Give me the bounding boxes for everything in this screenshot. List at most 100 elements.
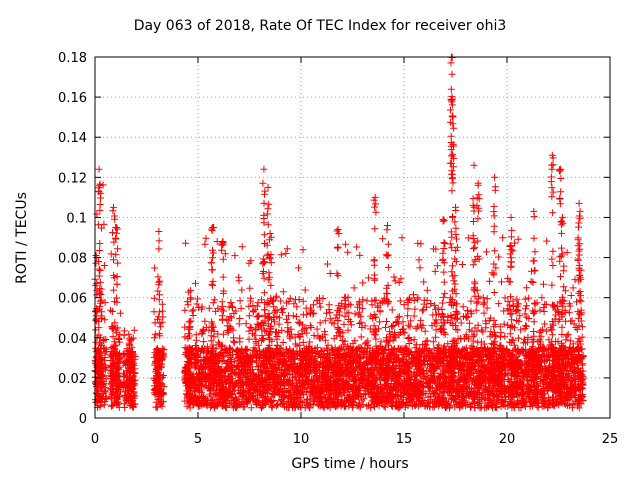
data-point <box>433 401 441 408</box>
data-point <box>395 331 403 339</box>
data-point <box>512 380 520 388</box>
data-point <box>128 335 136 343</box>
data-point <box>534 403 542 411</box>
data-point <box>231 252 239 260</box>
data-point <box>191 364 199 372</box>
data-point <box>282 250 290 257</box>
data-point <box>467 310 475 318</box>
data-point <box>412 341 420 349</box>
data-point <box>277 381 285 389</box>
data-point <box>320 403 328 411</box>
data-point <box>189 306 197 314</box>
data-point <box>154 315 161 323</box>
data-point <box>298 379 306 387</box>
data-point <box>321 317 329 325</box>
data-point <box>301 286 309 294</box>
data-point <box>101 316 109 324</box>
data-point <box>386 330 394 338</box>
data-point <box>252 335 260 343</box>
chart-title: Day 063 of 2018, Rate Of TEC Index for r… <box>133 18 507 34</box>
data-point <box>328 319 336 327</box>
data-point <box>244 397 252 405</box>
data-point <box>181 344 189 352</box>
data-point <box>360 390 368 398</box>
data-point <box>523 284 531 292</box>
data-point <box>404 321 412 329</box>
data-point <box>160 353 168 361</box>
data-point <box>226 375 234 383</box>
data-point <box>376 318 384 326</box>
data-point <box>277 297 285 305</box>
data-point <box>439 293 447 301</box>
data-point <box>406 323 414 331</box>
data-point <box>413 295 421 303</box>
data-point <box>108 323 116 331</box>
data-point <box>525 315 533 322</box>
data-point <box>157 323 165 331</box>
data-point <box>432 333 439 341</box>
data-point <box>501 294 509 302</box>
data-point <box>538 399 546 407</box>
data-point <box>272 346 280 354</box>
data-point <box>359 296 367 304</box>
data-point <box>349 401 357 409</box>
data-point <box>463 348 471 356</box>
data-point <box>127 387 135 395</box>
data-point <box>199 326 207 334</box>
data-point <box>130 403 137 411</box>
data-point <box>158 300 166 308</box>
data-point <box>520 339 528 347</box>
data-point <box>504 376 512 383</box>
data-point <box>296 319 304 327</box>
data-point <box>120 359 128 367</box>
data-point <box>361 322 369 330</box>
data-point <box>388 375 396 382</box>
data-point <box>572 366 580 374</box>
data-point <box>531 300 539 308</box>
data-point <box>568 404 576 412</box>
data-point <box>459 261 466 268</box>
data-point <box>306 322 314 330</box>
data-point <box>423 345 431 353</box>
data-point <box>363 297 371 305</box>
data-point <box>236 297 244 305</box>
data-point <box>345 402 353 410</box>
data-point <box>404 335 412 342</box>
data-point <box>457 335 465 343</box>
data-point <box>108 378 116 386</box>
data-point <box>496 323 504 331</box>
data-point <box>521 310 529 318</box>
data-point <box>366 325 374 333</box>
data-point <box>228 302 236 310</box>
data-point <box>351 310 359 318</box>
data-point <box>192 353 200 360</box>
data-point <box>356 347 364 355</box>
data-point <box>220 307 227 315</box>
data-point <box>294 318 302 326</box>
data-point <box>514 373 522 380</box>
data-point <box>352 376 360 384</box>
data-point <box>377 338 385 346</box>
data-point <box>374 383 382 391</box>
data-point <box>538 294 546 302</box>
data-point <box>238 345 246 353</box>
data-point <box>440 245 448 252</box>
data-point <box>351 349 359 357</box>
data-point <box>397 364 405 372</box>
data-point <box>415 367 423 375</box>
data-point <box>194 346 202 354</box>
data-point <box>311 364 319 371</box>
data-point <box>363 402 371 410</box>
data-point <box>412 324 420 332</box>
data-point <box>367 355 375 363</box>
data-point <box>347 318 354 326</box>
data-point <box>155 308 163 316</box>
data-point <box>432 326 440 334</box>
data-point <box>181 368 189 375</box>
data-point <box>125 348 133 356</box>
data-point <box>188 307 196 315</box>
data-point <box>377 356 385 364</box>
data-point <box>297 359 305 367</box>
data-point <box>110 397 118 405</box>
data-point <box>353 243 361 251</box>
